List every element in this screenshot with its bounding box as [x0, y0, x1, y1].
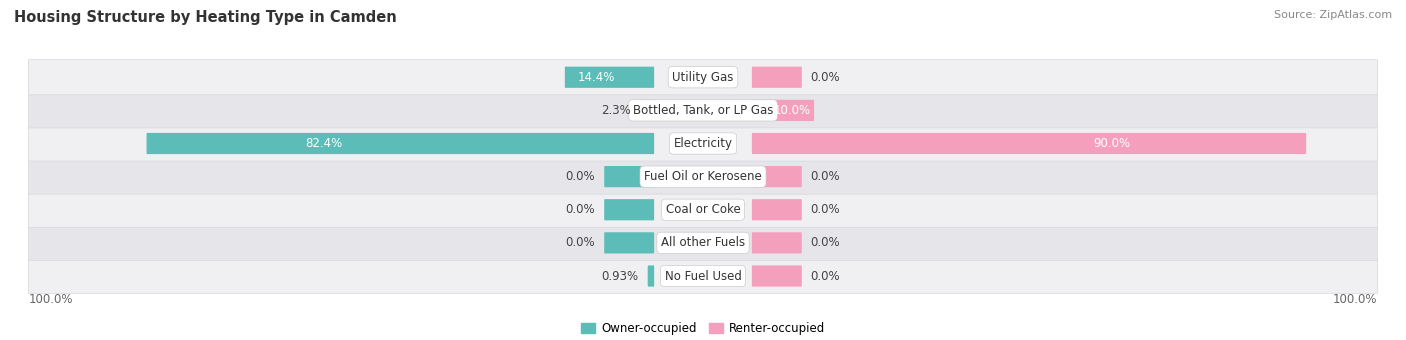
Text: 82.4%: 82.4% [305, 137, 343, 150]
FancyBboxPatch shape [752, 266, 801, 287]
Text: 0.0%: 0.0% [811, 203, 841, 216]
Text: No Fuel Used: No Fuel Used [665, 270, 741, 283]
FancyBboxPatch shape [752, 199, 801, 220]
Text: 0.0%: 0.0% [811, 270, 841, 283]
Text: 0.93%: 0.93% [602, 270, 638, 283]
FancyBboxPatch shape [648, 266, 654, 287]
FancyBboxPatch shape [752, 232, 801, 254]
FancyBboxPatch shape [752, 133, 1306, 154]
Text: 14.4%: 14.4% [578, 71, 614, 84]
FancyBboxPatch shape [146, 133, 654, 154]
FancyBboxPatch shape [28, 126, 1378, 161]
FancyBboxPatch shape [752, 100, 814, 121]
FancyBboxPatch shape [605, 199, 654, 220]
Text: 0.0%: 0.0% [811, 236, 841, 249]
FancyBboxPatch shape [28, 225, 1378, 260]
Text: 90.0%: 90.0% [1094, 137, 1130, 150]
Text: Coal or Coke: Coal or Coke [665, 203, 741, 216]
FancyBboxPatch shape [28, 60, 1378, 95]
Text: 2.3%: 2.3% [600, 104, 630, 117]
Text: Source: ZipAtlas.com: Source: ZipAtlas.com [1274, 10, 1392, 20]
FancyBboxPatch shape [640, 100, 654, 121]
FancyBboxPatch shape [28, 93, 1378, 128]
Text: 10.0%: 10.0% [773, 104, 811, 117]
Text: Bottled, Tank, or LP Gas: Bottled, Tank, or LP Gas [633, 104, 773, 117]
Text: 0.0%: 0.0% [565, 236, 595, 249]
FancyBboxPatch shape [752, 166, 801, 187]
Text: Fuel Oil or Kerosene: Fuel Oil or Kerosene [644, 170, 762, 183]
Text: Housing Structure by Heating Type in Camden: Housing Structure by Heating Type in Cam… [14, 10, 396, 25]
FancyBboxPatch shape [565, 67, 654, 88]
Legend: Owner-occupied, Renter-occupied: Owner-occupied, Renter-occupied [576, 317, 830, 340]
FancyBboxPatch shape [752, 67, 801, 88]
Text: Electricity: Electricity [673, 137, 733, 150]
FancyBboxPatch shape [28, 159, 1378, 194]
FancyBboxPatch shape [28, 192, 1378, 227]
Text: 100.0%: 100.0% [1333, 293, 1378, 306]
FancyBboxPatch shape [605, 166, 654, 187]
FancyBboxPatch shape [605, 232, 654, 254]
Text: 0.0%: 0.0% [811, 170, 841, 183]
Text: 0.0%: 0.0% [565, 170, 595, 183]
Text: 0.0%: 0.0% [811, 71, 841, 84]
Text: All other Fuels: All other Fuels [661, 236, 745, 249]
Text: 0.0%: 0.0% [565, 203, 595, 216]
FancyBboxPatch shape [28, 258, 1378, 293]
Text: Utility Gas: Utility Gas [672, 71, 734, 84]
Text: 100.0%: 100.0% [28, 293, 73, 306]
